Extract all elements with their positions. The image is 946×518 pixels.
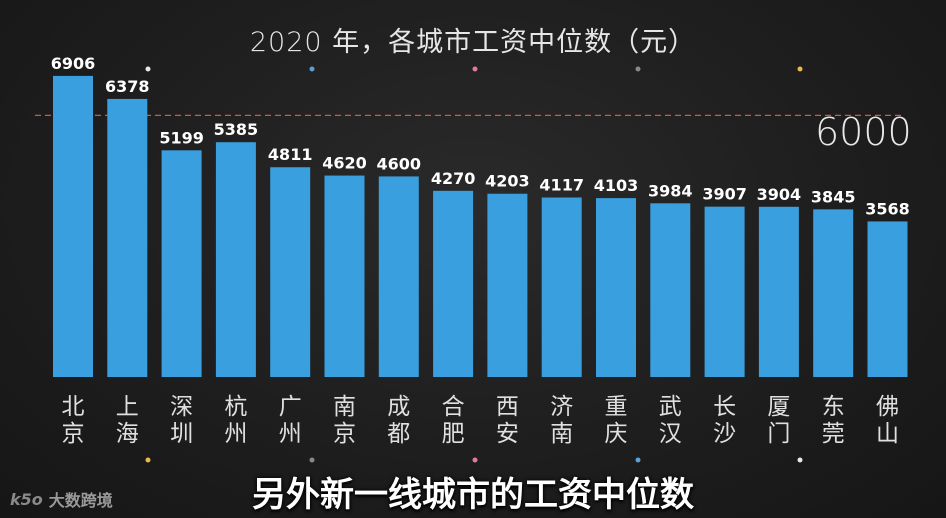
bar-value-label: 5385 xyxy=(214,120,259,139)
x-tick-label: 深 xyxy=(170,394,193,420)
x-tick-label: 长 xyxy=(713,394,736,420)
bar xyxy=(758,206,799,377)
bar xyxy=(813,209,854,377)
chart-title: 2020 年，各城市工资中位数（元） xyxy=(249,27,697,58)
x-tick-label: 庆 xyxy=(605,421,628,447)
bar xyxy=(107,98,148,378)
x-tick-label: 南 xyxy=(550,421,573,447)
bar xyxy=(541,197,582,377)
x-tick-label: 门 xyxy=(767,421,790,447)
bar-value-label: 4620 xyxy=(322,154,367,173)
x-tick-label: 海 xyxy=(116,421,139,447)
bar-value-label: 6906 xyxy=(51,54,96,73)
x-tick-label: 北 xyxy=(62,394,85,420)
logo-text: 大数跨境 xyxy=(48,491,113,510)
x-tick-label: 重 xyxy=(605,394,628,420)
bar-value-label: 4600 xyxy=(377,154,422,173)
x-tick-label: 京 xyxy=(62,421,85,447)
x-tick-label: 安 xyxy=(496,421,519,447)
decor-dot xyxy=(472,457,478,463)
x-tick-label: 州 xyxy=(279,421,302,447)
x-tick-label: 广 xyxy=(279,394,302,420)
x-tick-label: 成 xyxy=(387,394,410,420)
x-tick-label: 沙 xyxy=(713,421,736,447)
bar-value-label: 3568 xyxy=(865,199,910,218)
x-tick-label: 汉 xyxy=(659,421,682,447)
bar xyxy=(487,193,528,377)
x-tick-label: 杭 xyxy=(224,394,247,420)
x-tick-label: 上 xyxy=(116,394,139,420)
bar xyxy=(324,175,365,377)
decor-dot xyxy=(635,457,641,463)
x-tick-label: 西 xyxy=(496,394,519,420)
bar-value-label: 4103 xyxy=(594,176,639,195)
x-tick-label: 合 xyxy=(442,394,465,420)
x-tick-label: 都 xyxy=(387,421,410,447)
reference-line-label: 6000 xyxy=(815,110,912,154)
caption-subtitle: 另外新一线城市的工资中位数 xyxy=(252,475,694,515)
bar-value-label: 6378 xyxy=(105,77,150,96)
x-tick-label: 武 xyxy=(659,394,682,420)
bar xyxy=(270,167,311,377)
x-tick-label: 东 xyxy=(822,394,845,420)
bar xyxy=(704,206,745,377)
decor-dot xyxy=(797,457,803,463)
decor-dot xyxy=(797,66,803,72)
bar-value-label: 3904 xyxy=(757,185,802,204)
bar xyxy=(215,142,256,377)
bar xyxy=(161,150,202,377)
x-tick-label: 圳 xyxy=(170,421,193,447)
x-tick-label: 济 xyxy=(550,394,573,420)
x-tick-label: 山 xyxy=(876,421,899,447)
bar-value-label: 4117 xyxy=(539,175,584,194)
decor-dot xyxy=(635,66,641,72)
bar-value-label: 3845 xyxy=(811,187,856,206)
bar xyxy=(650,203,691,377)
decor-dot xyxy=(145,66,151,72)
decor-dot xyxy=(309,66,315,72)
bar-value-label: 3907 xyxy=(702,185,747,204)
bar xyxy=(433,190,474,377)
bar xyxy=(53,75,93,377)
bar xyxy=(378,176,419,377)
bar-value-label: 4270 xyxy=(431,169,476,188)
bar xyxy=(596,198,636,377)
x-tick-label: 佛 xyxy=(876,394,899,420)
x-tick-label: 州 xyxy=(224,421,247,447)
logo-icon: k5o xyxy=(10,489,43,509)
decor-dot xyxy=(145,457,151,463)
x-tick-label: 南 xyxy=(333,394,356,420)
bar-value-label: 4203 xyxy=(485,172,530,191)
x-tick-label: 莞 xyxy=(822,421,845,447)
bar-value-label: 5199 xyxy=(159,128,204,147)
x-tick-label: 厦 xyxy=(767,394,790,420)
bar xyxy=(867,221,908,377)
bar-value-label: 3984 xyxy=(648,181,693,200)
decor-dot xyxy=(472,66,478,72)
x-tick-label: 京 xyxy=(333,421,356,447)
decor-dot xyxy=(309,457,315,463)
bar-value-label: 4811 xyxy=(268,145,313,164)
watermark-logo: k5o 大数跨境 xyxy=(10,487,113,511)
x-tick-label: 肥 xyxy=(442,421,465,447)
